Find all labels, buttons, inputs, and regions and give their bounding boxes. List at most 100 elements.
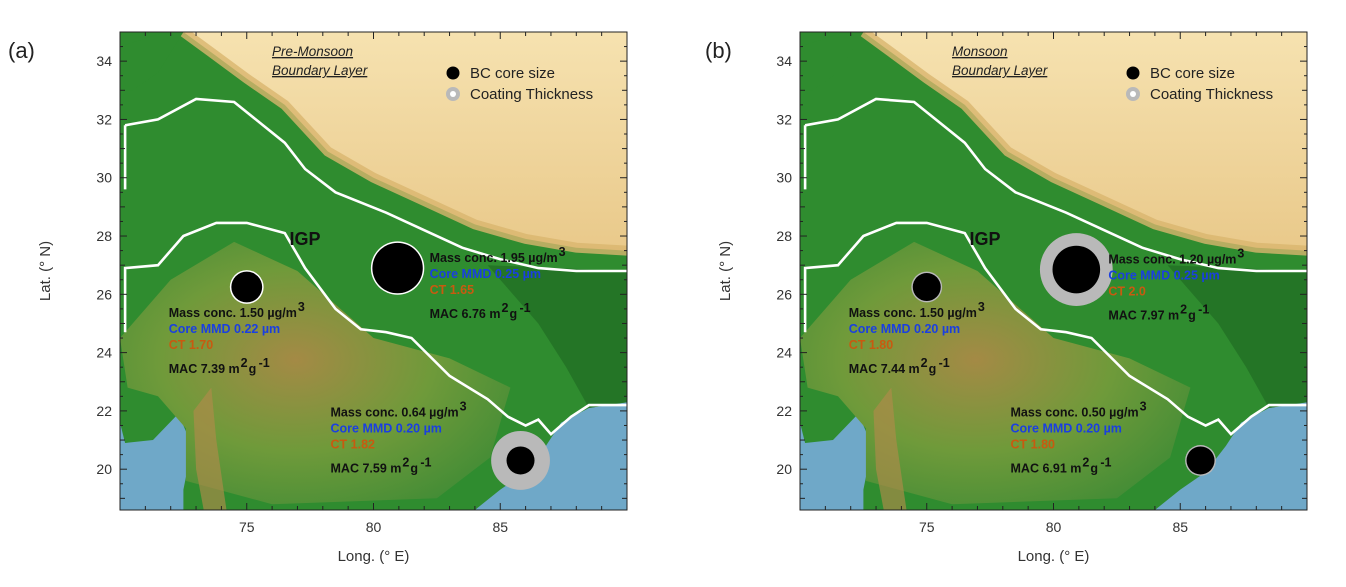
eastern-plain	[1167, 265, 1307, 408]
legend-coating-marker-center	[1130, 91, 1136, 97]
y-tick-label: 28	[776, 228, 792, 244]
core-mmd: Core MMD 0.20 µm	[849, 322, 960, 336]
superscript-cubic: 3	[1237, 247, 1244, 261]
axis-ticks	[800, 31, 1307, 510]
himalaya-ridge	[860, 32, 1307, 256]
panel-title-line-2: Boundary Layer	[272, 63, 368, 78]
site-annotation-1: Mass conc. 1.50 µg/m 3 Core MMD 0.20 µm CT …	[849, 300, 985, 376]
y-axis-label: Lat. (° N)	[717, 241, 734, 301]
site-annotation-2: Mass conc. 1.20 µg/m 3 Core MMD 0.25 µm CT …	[1108, 247, 1244, 323]
superscript-square: 2	[1082, 455, 1089, 469]
panel-tag: (a)	[8, 38, 35, 63]
coating-thickness: CT 1.80	[1011, 437, 1056, 451]
mac-value: MAC 7.59 m	[331, 461, 402, 475]
legend-core-label: BC core size	[470, 65, 555, 82]
site-marker-2: Mass conc. 1.20 µg/m 3 Core MMD 0.25 µm CT …	[1039, 233, 1244, 323]
core-circle	[1052, 245, 1101, 294]
mass-concentration: Mass conc. 1.20 µg/m	[1108, 253, 1236, 267]
mass-concentration: Mass conc. 1.50 µg/m	[849, 306, 977, 320]
superscript-square: 2	[1180, 303, 1187, 317]
site-annotation-3: Mass conc. 0.50 µg/m 3 Core MMD 0.20 µm CT …	[1011, 399, 1147, 475]
superscript-cubic: 3	[559, 245, 566, 259]
y-tick-label: 20	[776, 461, 792, 477]
mac-unit-g: g	[509, 307, 517, 321]
core-circle	[372, 242, 423, 294]
tibetan-plateau	[800, 32, 1307, 251]
igp-north-boundary	[124, 97, 627, 273]
legend-core-marker	[446, 66, 460, 80]
core-mmd: Core MMD 0.22 µm	[169, 322, 280, 336]
panel-tag: (b)	[705, 38, 732, 63]
superscript-square: 2	[921, 356, 928, 370]
mass-concentration: Mass conc. 0.64 µg/m	[331, 405, 459, 419]
terrain-map	[800, 32, 1307, 510]
y-tick-label: 30	[776, 170, 792, 186]
x-axis-label: Long. (° E)	[338, 548, 410, 565]
western-ghats	[193, 387, 227, 510]
core-mmd: Core MMD 0.25 µm	[1108, 269, 1219, 283]
coating-thickness: CT 1.82	[331, 437, 376, 451]
panel-title-line-1: Monsoon	[952, 44, 1008, 59]
coating-thickness: CT 1.70	[169, 338, 214, 352]
mac-unit-g: g	[929, 362, 937, 376]
y-tick-label: 34	[96, 53, 112, 69]
x-tick-label: 85	[492, 519, 508, 535]
superscript-inverse: -1	[259, 356, 270, 370]
superscript-cubic: 3	[460, 399, 467, 413]
site-annotation-3: Mass conc. 0.64 µg/m 3 Core MMD 0.20 µm CT …	[331, 399, 467, 475]
superscript-inverse: -1	[420, 455, 431, 469]
superscript-cubic: 3	[1140, 399, 1147, 413]
mac-value: MAC 7.97 m	[1108, 309, 1179, 323]
site-marker-1: Mass conc. 1.50 µg/m 3 Core MMD 0.20 µm CT …	[849, 271, 985, 376]
axis-ticks	[120, 31, 627, 510]
plateau-area	[800, 241, 1191, 505]
igp-south-boundary	[803, 221, 1307, 437]
igp-south-boundary	[123, 221, 627, 437]
y-tick-label: 26	[776, 286, 792, 302]
superscript-inverse: -1	[1100, 455, 1111, 469]
legend-coating-marker-center	[450, 91, 456, 97]
x-tick-label: 85	[1172, 519, 1188, 535]
site-marker-2: Mass conc. 1.95 µg/m 3 Core MMD 0.25 µm CT …	[370, 241, 566, 321]
site-annotation-2: Mass conc. 1.95 µg/m 3 Core MMD 0.25 µm CT …	[430, 245, 566, 321]
coating-thickness: CT 2.0	[1108, 285, 1146, 299]
mac-value: MAC 7.39 m	[169, 362, 240, 376]
igp-north-boundary	[804, 97, 1307, 273]
core-circle	[912, 273, 941, 302]
y-tick-label: 22	[776, 403, 792, 419]
superscript-square: 2	[402, 455, 409, 469]
y-tick-label: 26	[96, 286, 112, 302]
western-ghats	[873, 387, 907, 510]
y-tick-label: 24	[96, 345, 112, 361]
indus-lowland	[800, 32, 864, 91]
site-marker-3: Mass conc. 0.50 µg/m 3 Core MMD 0.20 µm CT …	[1011, 399, 1216, 476]
panel-title-line-2: Boundary Layer	[952, 63, 1048, 78]
indus-lowland	[120, 32, 184, 91]
y-tick-label: 24	[776, 345, 792, 361]
core-circle	[506, 446, 535, 475]
panel-title-line-1: Pre-Monsoon	[272, 44, 353, 59]
y-tick-label: 28	[96, 228, 112, 244]
mac-unit-g: g	[410, 461, 418, 475]
core-mmd: Core MMD 0.25 µm	[430, 267, 541, 281]
himalaya-ridge	[180, 32, 627, 256]
mac-unit-g: g	[1090, 461, 1098, 475]
site-marker-1: Mass conc. 1.50 µg/m 3 Core MMD 0.22 µm CT …	[169, 270, 305, 376]
y-tick-label: 30	[96, 170, 112, 186]
x-tick-label: 80	[1046, 519, 1062, 535]
mac-value: MAC 6.76 m	[430, 307, 501, 321]
mass-concentration: Mass conc. 1.50 µg/m	[169, 306, 297, 320]
mac-unit-g: g	[1188, 309, 1196, 323]
y-axis-label: Lat. (° N)	[37, 241, 54, 301]
superscript-inverse: -1	[519, 301, 530, 315]
superscript-inverse: -1	[939, 356, 950, 370]
core-circle	[1186, 446, 1215, 475]
mac-value: MAC 6.91 m	[1011, 461, 1082, 475]
x-tick-label: 75	[919, 519, 935, 535]
legend-core-marker	[1126, 66, 1140, 80]
region-label-igp: IGP	[970, 229, 1001, 249]
superscript-cubic: 3	[298, 300, 305, 314]
core-mmd: Core MMD 0.20 µm	[1011, 421, 1122, 435]
